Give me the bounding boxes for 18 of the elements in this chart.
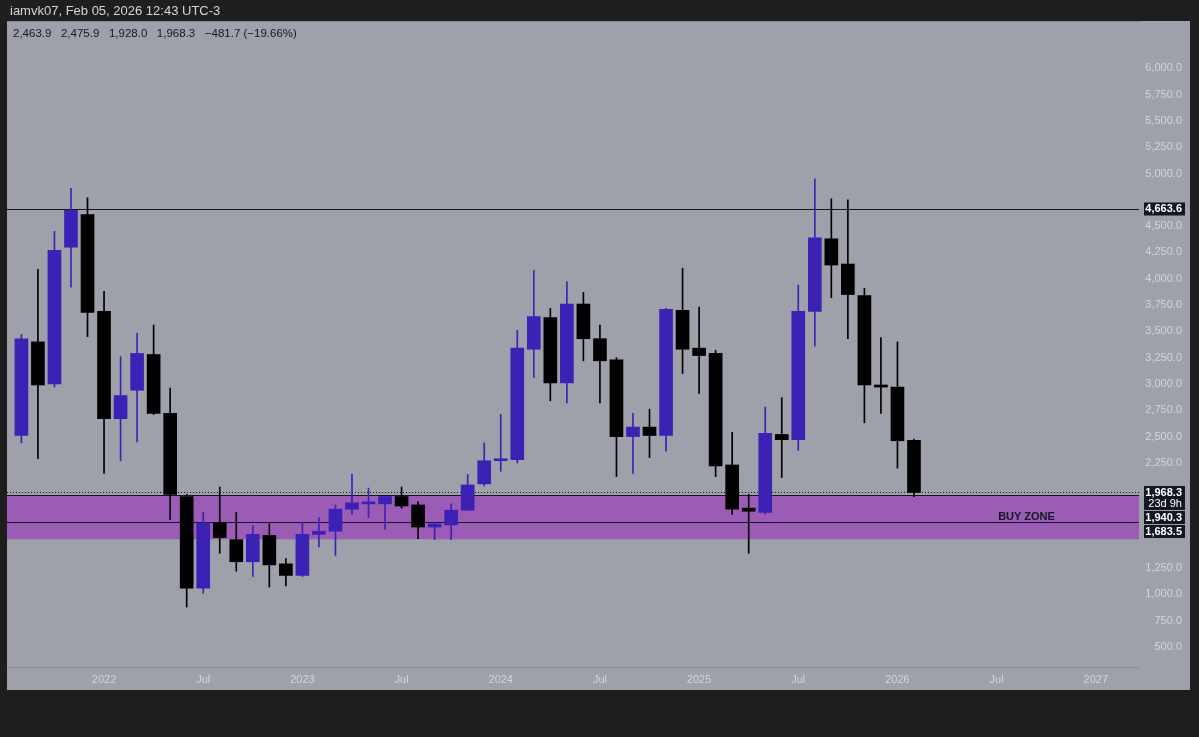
candlestick	[378, 496, 392, 530]
candlestick	[626, 413, 640, 474]
candlestick	[692, 306, 706, 394]
ref-line-label: 1,968.3	[1145, 486, 1182, 499]
ref-line-label: 4,663.6	[1145, 202, 1182, 215]
text: iamvk07, Feb 05, 2026 12:43 UTC-3	[10, 3, 221, 18]
candlestick	[774, 397, 789, 478]
candlestick	[31, 268, 45, 459]
ref-line-label: 1,683.5	[1145, 525, 1182, 538]
candlestick	[841, 199, 855, 340]
legend-label: 1,940.3	[1145, 511, 1182, 524]
text: 23d 9h	[1148, 497, 1182, 510]
candlestick	[741, 494, 756, 554]
annotation: 2,463.9 2,475.9 1,928.0 1,968.3 −481.7 (−19.66%)	[13, 26, 297, 40]
candlestick	[493, 414, 508, 472]
candlestick	[312, 517, 326, 548]
band-label: BUY ZONE	[998, 510, 1055, 523]
candlestick	[212, 486, 227, 554]
